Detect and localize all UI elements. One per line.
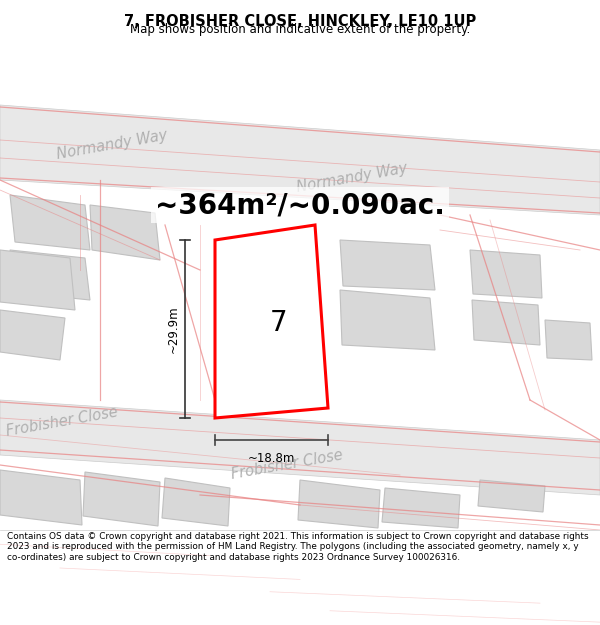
Text: ~29.9m: ~29.9m xyxy=(167,305,179,352)
Polygon shape xyxy=(382,488,460,528)
Text: 7: 7 xyxy=(269,309,287,337)
Polygon shape xyxy=(0,310,65,360)
Polygon shape xyxy=(298,480,380,528)
Polygon shape xyxy=(10,250,90,300)
Text: Map shows position and indicative extent of the property.: Map shows position and indicative extent… xyxy=(130,23,470,36)
Polygon shape xyxy=(478,480,545,512)
Polygon shape xyxy=(0,105,600,215)
Text: Normandy Way: Normandy Way xyxy=(295,161,408,195)
Text: Frobisher Close: Frobisher Close xyxy=(230,448,344,482)
Polygon shape xyxy=(0,470,82,525)
Polygon shape xyxy=(472,300,540,345)
Text: ~364m²/~0.090ac.: ~364m²/~0.090ac. xyxy=(155,191,445,219)
Text: Contains OS data © Crown copyright and database right 2021. This information is : Contains OS data © Crown copyright and d… xyxy=(7,532,589,562)
Polygon shape xyxy=(0,250,75,310)
Text: Frobisher Close: Frobisher Close xyxy=(5,405,119,439)
Polygon shape xyxy=(90,205,160,260)
Polygon shape xyxy=(0,400,600,495)
Polygon shape xyxy=(340,240,435,290)
Polygon shape xyxy=(215,285,315,355)
Polygon shape xyxy=(545,320,592,360)
Polygon shape xyxy=(470,250,542,298)
Text: Normandy Way: Normandy Way xyxy=(55,128,168,162)
Polygon shape xyxy=(83,472,160,526)
Polygon shape xyxy=(10,195,90,250)
Polygon shape xyxy=(162,478,230,526)
Text: ~18.8m: ~18.8m xyxy=(248,451,295,464)
Polygon shape xyxy=(215,225,328,418)
Polygon shape xyxy=(340,290,435,350)
Text: 7, FROBISHER CLOSE, HINCKLEY, LE10 1UP: 7, FROBISHER CLOSE, HINCKLEY, LE10 1UP xyxy=(124,14,476,29)
